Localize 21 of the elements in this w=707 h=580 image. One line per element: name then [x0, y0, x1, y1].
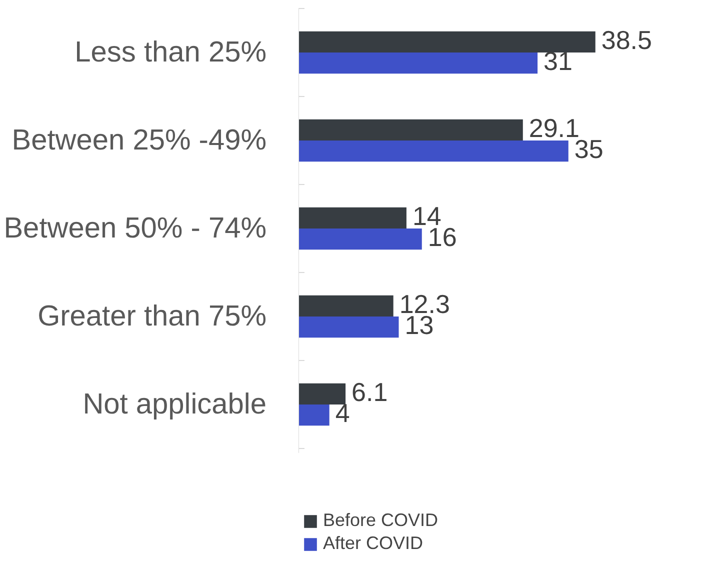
y-tick-label: Less than 25% — [74, 36, 267, 68]
bar — [298, 119, 523, 140]
bar — [298, 207, 406, 228]
data-label: 31 — [544, 46, 572, 76]
legend-label: After COVID — [323, 533, 424, 554]
bar — [298, 31, 596, 52]
data-label: 6.1 — [352, 376, 388, 407]
bar — [298, 383, 346, 404]
bar — [298, 316, 399, 338]
y-tick-label: Between 50% - 74% — [4, 212, 267, 244]
y-tick-label: Not applicable — [82, 388, 267, 420]
bar — [298, 295, 394, 316]
bar — [298, 228, 422, 250]
bar — [298, 140, 568, 162]
y-tick-label: Between 25% -49% — [12, 124, 267, 156]
bar — [298, 404, 330, 426]
y-tick-label: Greater than 75% — [38, 300, 267, 332]
legend-label: Before COVID — [323, 510, 438, 531]
data-label: 38.5 — [601, 24, 652, 55]
data-label: 4 — [335, 398, 350, 428]
bar — [298, 52, 538, 74]
